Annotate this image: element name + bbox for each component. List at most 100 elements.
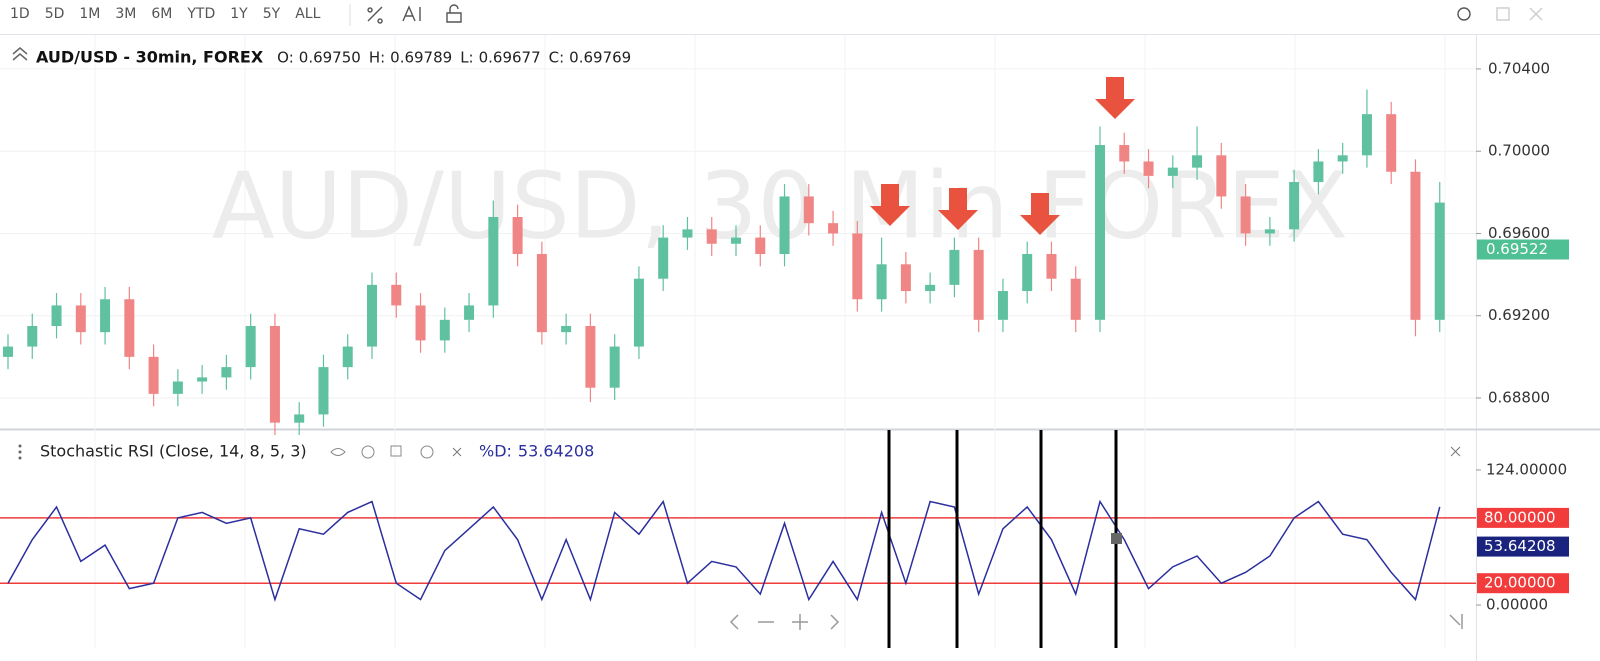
candle-body <box>1240 196 1251 234</box>
candle-body <box>148 356 159 394</box>
candle-body <box>1386 114 1397 172</box>
level-label: 80.00000 <box>1484 508 1556 526</box>
candle-body <box>294 414 305 423</box>
copy-icon[interactable] <box>390 445 402 457</box>
range-button[interactable]: 3M <box>115 6 136 22</box>
fullscreen-icon[interactable] <box>1496 7 1510 21</box>
candle-body <box>803 196 814 224</box>
candle-body <box>1361 114 1372 156</box>
candle-body <box>1410 171 1421 320</box>
range-button[interactable]: 1M <box>79 6 100 22</box>
range-button[interactable]: 1Y <box>230 6 248 22</box>
scroll-right[interactable] <box>830 614 840 630</box>
candle-body <box>900 264 911 292</box>
indicator-title: Stochastic RSI (Close, 14, 8, 5, 3) <box>40 442 307 461</box>
candle-body <box>1192 155 1203 168</box>
ohlc-label: O: <box>277 49 294 67</box>
close-icon[interactable] <box>1529 7 1543 21</box>
candle-body <box>658 237 669 279</box>
candle-body <box>27 325 38 347</box>
candle-body <box>1289 182 1300 230</box>
legend-value: 53.64208 <box>518 442 594 461</box>
range-button[interactable]: 6M <box>151 6 172 22</box>
eye-icon[interactable] <box>330 448 346 456</box>
arrow <box>1095 77 1135 119</box>
scroll-left[interactable] <box>729 614 739 630</box>
ohlc-label: H: <box>369 49 385 67</box>
reset-scroll[interactable] <box>1449 614 1463 629</box>
settings-icon[interactable] <box>1457 7 1471 21</box>
ohlc-label: C: <box>549 49 565 67</box>
candle-body <box>124 299 135 357</box>
lock-icon[interactable] <box>446 4 462 23</box>
chart-title: AUD/USD - 30min, FOREX <box>36 48 264 67</box>
candle-body <box>1313 161 1324 183</box>
close-icon[interactable] <box>452 446 1461 457</box>
candle-body <box>755 237 766 255</box>
candle-body <box>197 377 208 382</box>
candle-body <box>828 223 839 234</box>
vertical-grid <box>94 35 1446 648</box>
level-label: 20.00000 <box>1484 574 1556 592</box>
candle-body <box>852 233 863 300</box>
candle-body <box>100 299 111 333</box>
candle-body <box>464 305 475 320</box>
y-tick-label: 0.70000 <box>1488 142 1550 160</box>
candle-body <box>221 367 232 378</box>
candle-body <box>1022 254 1033 292</box>
candle-body <box>973 249 984 320</box>
cursor-marker <box>1111 533 1122 544</box>
menu-dot[interactable] <box>18 450 22 454</box>
arrow <box>938 188 978 230</box>
arrow <box>1020 193 1060 235</box>
candle-body <box>342 346 353 368</box>
candle-body <box>633 278 644 347</box>
menu-dot[interactable] <box>18 456 22 460</box>
annotation-arrows <box>870 77 1135 235</box>
candle-body <box>391 284 402 306</box>
candle-body <box>269 325 280 423</box>
candle-body <box>876 264 887 300</box>
arrow <box>870 184 910 226</box>
range-button[interactable]: ALL <box>295 6 320 22</box>
candle-body <box>1070 278 1081 320</box>
candle-body <box>731 237 741 244</box>
y-tick-label: 0.70400 <box>1488 59 1550 77</box>
candle-body <box>1216 155 1227 197</box>
candle-body <box>1337 155 1348 162</box>
range-button[interactable]: 1D <box>10 6 30 22</box>
candle-body <box>682 229 693 238</box>
menu-dot[interactable] <box>18 444 22 448</box>
candle-body <box>1143 161 1154 176</box>
candle-body <box>488 217 499 306</box>
clock-icon[interactable] <box>361 445 375 459</box>
toolbar-icons <box>367 4 1543 24</box>
candle-body <box>609 346 620 388</box>
candle-body <box>1167 167 1178 176</box>
ohlc-value: 0.69769 <box>569 49 631 67</box>
pane-icons <box>12 47 1461 460</box>
ohlc-value: 0.69677 <box>479 49 541 67</box>
collapse-icon[interactable] <box>12 47 28 61</box>
range-button[interactable]: 5Y <box>263 6 281 22</box>
y-tick-label: 0.68800 <box>1488 388 1550 406</box>
candle-body <box>75 305 86 333</box>
candle-body <box>367 284 377 347</box>
range-button[interactable]: YTD <box>186 6 215 22</box>
percent-icon[interactable] <box>367 6 383 24</box>
range-button[interactable]: 5D <box>45 6 65 22</box>
autoscale-icon[interactable] <box>402 5 421 22</box>
candle-body <box>1095 145 1105 320</box>
indicator-line <box>7 499 1441 603</box>
candle-body <box>51 305 62 326</box>
price-pane: 0.68800 0.69200 0.69600 0.70000 0.70400 AUD/U… <box>0 48 1569 435</box>
candle-body <box>1264 229 1275 234</box>
candle-body <box>1046 254 1057 279</box>
candle-body <box>561 325 572 333</box>
gear-icon[interactable] <box>420 445 434 459</box>
y-tick-label: 0.69200 <box>1488 306 1550 324</box>
candle-body <box>779 196 790 255</box>
candle-body <box>439 319 450 341</box>
zoom-in[interactable] <box>792 614 808 630</box>
